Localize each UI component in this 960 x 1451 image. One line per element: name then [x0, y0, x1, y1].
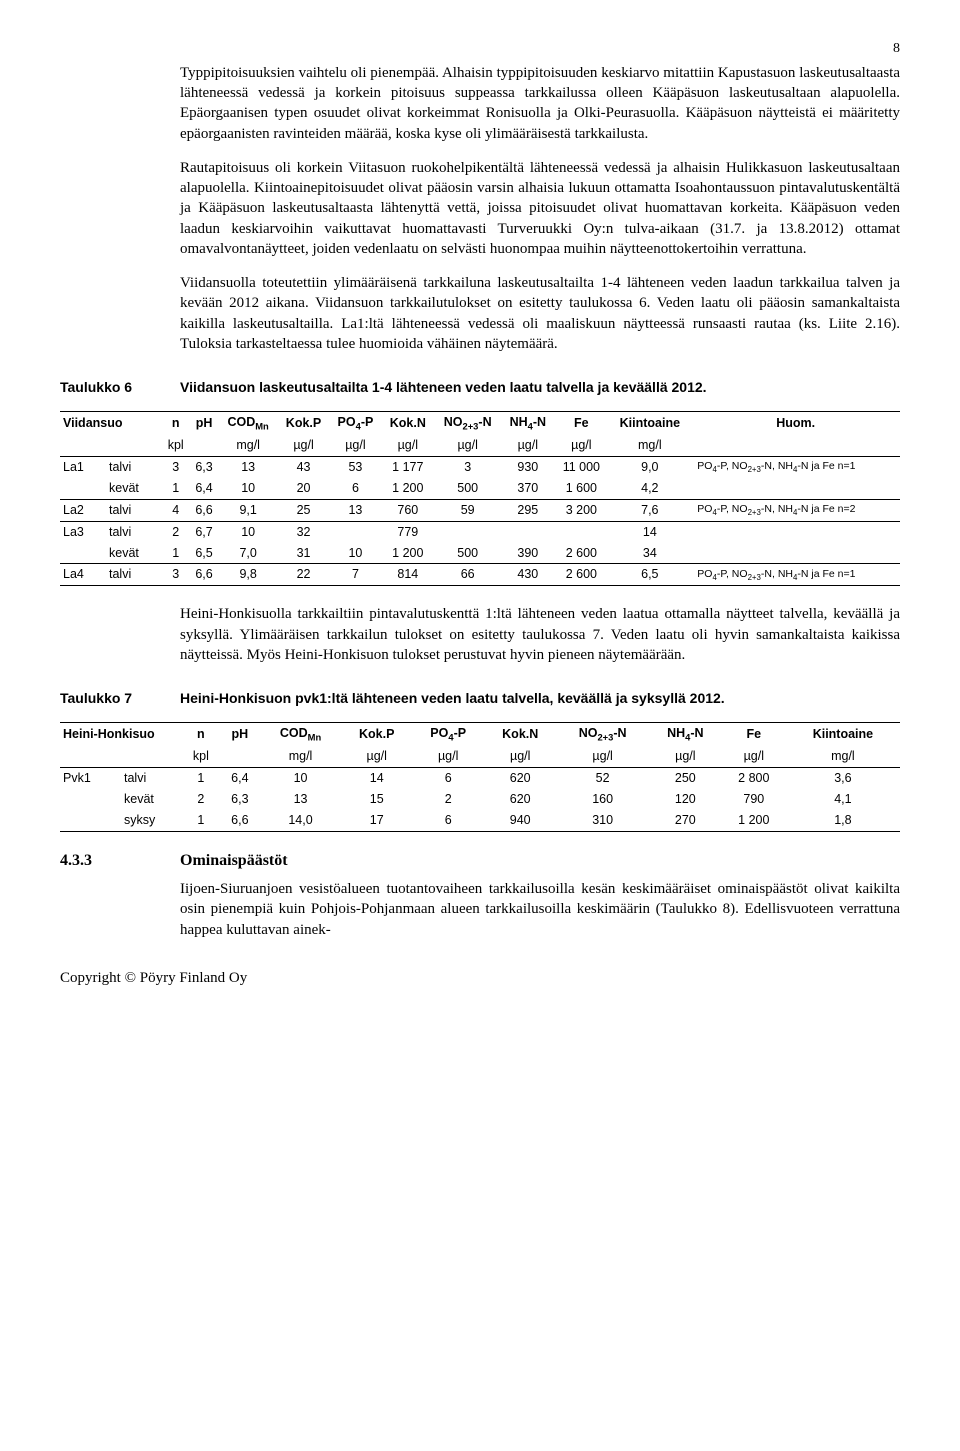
- section-number: 4.3.3: [60, 850, 180, 872]
- paragraph: Heini-Honkisuolla tarkkailtiin pintavalu…: [180, 604, 900, 665]
- table6: ViidansuonpHCODMnKok.PPO4-PKok.NNO2+3-NN…: [60, 411, 900, 586]
- paragraph: Rautapitoisuus oli korkein Viitasuon ruo…: [180, 158, 900, 259]
- table7-label: Taulukko 7: [60, 689, 180, 708]
- paragraph: Typpipitoisuuksien vaihtelu oli pienempä…: [180, 63, 900, 144]
- table6-label: Taulukko 6: [60, 378, 180, 397]
- section-title: Ominaispäästöt: [180, 850, 288, 872]
- table6-caption-text: Viidansuon laskeutusaltailta 1-4 lähtene…: [180, 378, 900, 397]
- table7-caption: Taulukko 7 Heini-Honkisuon pvk1:ltä läht…: [60, 689, 900, 708]
- page-number: 8: [60, 40, 900, 59]
- table6-caption: Taulukko 6 Viidansuon laskeutusaltailta …: [60, 378, 900, 397]
- copyright: Copyright © Pöyry Finland Oy: [60, 968, 900, 988]
- table7-caption-text: Heini-Honkisuon pvk1:ltä lähteneen veden…: [180, 689, 900, 708]
- paragraph: Viidansuolla toteutettiin ylimääräisenä …: [180, 273, 900, 354]
- table7: Heini-HonkisuonpHCODMnKok.PPO4-PKok.NNO2…: [60, 722, 900, 832]
- paragraph: Iijoen-Siuruanjoen vesistöalueen tuotant…: [180, 879, 900, 940]
- section-heading: 4.3.3 Ominaispäästöt: [60, 850, 900, 872]
